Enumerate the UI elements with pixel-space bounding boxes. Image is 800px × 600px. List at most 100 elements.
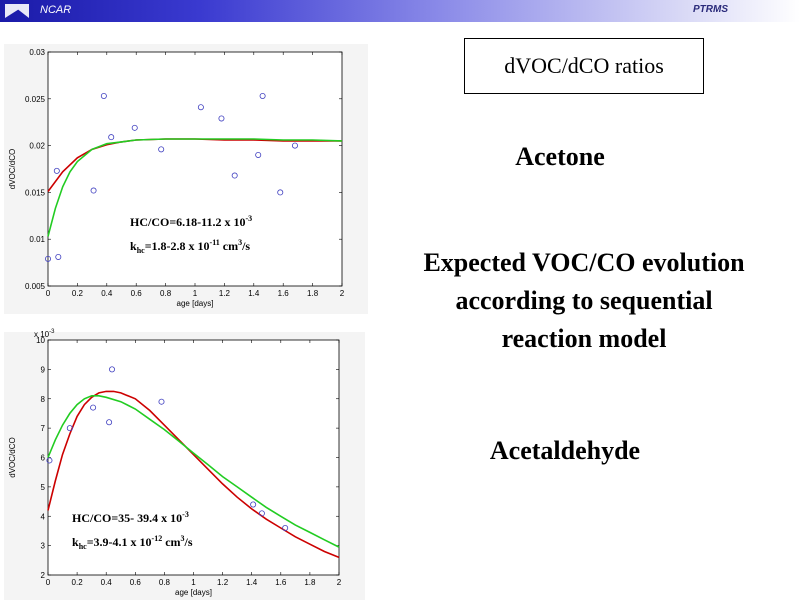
rate-subscript: hc	[79, 542, 87, 551]
rate-k: k	[72, 535, 79, 549]
y-tick-label: 0.01	[29, 235, 45, 244]
y-exponent-label: x 10-3	[34, 329, 55, 339]
data-point	[109, 366, 116, 373]
exponent-power: -3	[49, 329, 55, 335]
acetaldehyde-label: Acetaldehyde	[489, 436, 641, 465]
fit-curve-1	[47, 390, 340, 559]
data-point	[259, 92, 266, 99]
y-tick-label: 3	[41, 542, 46, 551]
chart-1: 0 0.2 0.4 0.6 0.8 1 1.2 1.4 1.6 1.8 2 0.005 0.01 0.01…	[4, 44, 368, 314]
x-tick-label: 1.6	[275, 578, 287, 587]
data-point	[231, 172, 238, 179]
x-tick-label: 1	[193, 289, 198, 298]
ncar-logo-icon	[5, 4, 29, 18]
chart-2: 0 0.2 0.4 0.6 0.8 1 1.2 1.4 1.6 1.8 2 2 3 4 5 6 7 8 9 10x 1…	[4, 329, 365, 600]
data-point	[158, 146, 165, 153]
y-tick-label: 0.02	[29, 142, 45, 151]
rate-unit-power: 3	[181, 534, 185, 543]
data-point	[131, 124, 138, 131]
annotation-rate: khc=1.8-2.8 x 10-11 cm3/s	[130, 238, 250, 255]
acetone-label: Acetone	[515, 142, 605, 171]
rate-unit: cm	[220, 239, 238, 253]
data-point	[45, 255, 52, 262]
y-tick-label: 5	[41, 483, 46, 492]
data-point	[108, 134, 115, 141]
data-point	[90, 404, 97, 411]
annotation-ratio: HC/CO=6.18-11.2 x 10-3	[130, 214, 252, 229]
x-axis-label: age [days]	[177, 299, 214, 308]
data-point	[100, 92, 107, 99]
x-tick-label: 1.4	[246, 578, 258, 587]
ratio-text: HC/CO=35- 39.4 x 10	[72, 511, 182, 525]
data-point	[291, 142, 298, 149]
x-tick-label: 2	[337, 578, 342, 587]
x-tick-label: 0.4	[101, 289, 113, 298]
data-point	[46, 457, 53, 464]
x-tick-label: 1	[191, 578, 196, 587]
y-tick-label: 6	[41, 454, 46, 463]
data-point	[218, 115, 225, 122]
rate-unit-tail: /s	[241, 239, 250, 253]
data-point	[158, 398, 165, 405]
rate-exponent: -11	[210, 238, 220, 247]
x-tick-label: 2	[340, 289, 345, 298]
rate-exponent: -12	[152, 534, 163, 543]
plot-frame	[47, 51, 343, 287]
data-point	[258, 510, 265, 517]
org-label: NCAR	[40, 4, 72, 16]
y-tick-label: 0.015	[25, 188, 46, 197]
x-tick-label: 1.8	[304, 578, 316, 587]
ratio-text: HC/CO=6.18-11.2 x 10	[130, 215, 246, 229]
data-point	[55, 253, 62, 260]
x-tick-label: 1.2	[217, 578, 229, 587]
rate-subscript: hc	[137, 246, 145, 255]
project-label: PTRMS	[693, 4, 728, 15]
x-tick-label: 1.8	[307, 289, 319, 298]
data-point	[106, 419, 113, 426]
data-point	[277, 189, 284, 196]
x-tick-label: 0.2	[72, 289, 84, 298]
y-tick-label: 0.03	[29, 48, 45, 57]
x-tick-label: 0.6	[131, 289, 143, 298]
data-point	[255, 151, 262, 158]
x-tick-label: 0.8	[160, 289, 172, 298]
rate-unit-tail: /s	[184, 535, 193, 549]
x-tick-label: 0.8	[159, 578, 171, 587]
x-tick-label: 0	[46, 578, 51, 587]
rate-unit-power: 3	[238, 238, 242, 247]
fit-curve-2	[47, 138, 343, 237]
rate-text: =3.9-4.1 x 10	[87, 535, 152, 549]
y-tick-label: 2	[41, 571, 46, 580]
data-point	[53, 167, 60, 174]
data-point	[66, 425, 73, 432]
y-axis-label: dVOC/dCO	[8, 149, 17, 189]
x-tick-label: 0.4	[101, 578, 113, 587]
exponent-base: x 10	[34, 330, 50, 339]
y-tick-label: 8	[41, 395, 46, 404]
y-axis-label: dVOC/dCO	[8, 437, 17, 477]
slide-title: dVOC/dCO ratios	[464, 38, 704, 94]
y-tick-label: 4	[41, 512, 46, 521]
y-tick-label: 9	[41, 365, 46, 374]
x-tick-label: 1.4	[248, 289, 260, 298]
ratio-exponent: -3	[182, 510, 189, 519]
y-tick-label: 0.025	[25, 95, 46, 104]
x-tick-label: 1.6	[278, 289, 290, 298]
rate-unit: cm	[162, 535, 180, 549]
annotation-ratio: HC/CO=35- 39.4 x 10-3	[72, 510, 189, 525]
data-point	[250, 501, 257, 508]
data-point	[197, 104, 204, 111]
x-tick-label: 0.2	[72, 578, 84, 587]
x-tick-label: 0	[46, 289, 51, 298]
y-tick-label: 7	[41, 424, 46, 433]
data-point	[282, 524, 289, 531]
x-axis-label: age [days]	[175, 588, 212, 597]
x-tick-label: 0.6	[130, 578, 142, 587]
rate-text: =1.8-2.8 x 10	[145, 239, 210, 253]
ratio-exponent: -3	[246, 214, 253, 223]
fit-curve-2	[47, 395, 340, 548]
rate-k: k	[130, 239, 137, 253]
y-tick-label: 0.005	[25, 282, 46, 291]
charts-area: 0 0.2 0.4 0.6 0.8 1 1.2 1.4 1.6 1.8 2 0.005 0.01 0.01…	[4, 44, 368, 600]
y-tick-label: 10	[36, 336, 45, 345]
